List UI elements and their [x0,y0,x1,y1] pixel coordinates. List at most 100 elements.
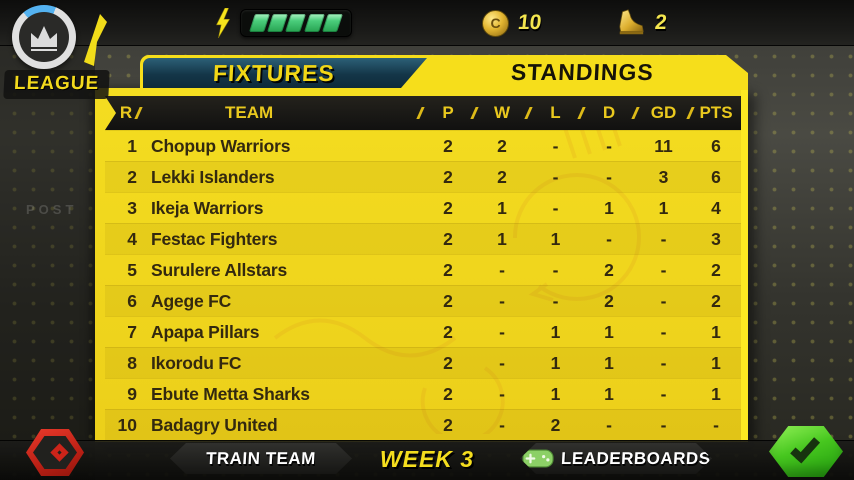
cell-wins: - [499,321,505,342]
cell-losses: - [552,135,559,156]
cell-losses: - [552,259,559,280]
cell-played: 2 [443,352,453,373]
cell-goal-diff: - [660,352,667,373]
tab-standings[interactable]: STANDINGS [450,55,714,90]
cell-losses: 1 [550,228,561,249]
cell-losses: - [552,290,559,311]
table-row: 5 Surulere Allstars 2 - - 2 - 2 [105,254,741,285]
cell-goal-diff: - [660,321,667,342]
cell-points: 2 [711,259,721,280]
cell-points: 1 [711,352,721,373]
table-row: 6 Agege FC 2 - - 2 - 2 [105,285,741,316]
back-button-inner [33,436,77,469]
cell-team-name: Chopup Warriors [151,135,291,156]
cell-draws: - [606,135,612,156]
cell-played: 2 [443,166,453,187]
cell-wins: 1 [497,228,507,249]
tab-fixtures-label: FIXTURES [212,59,336,86]
coins-value: 10 [516,11,543,34]
cell-wins: - [499,414,505,435]
cell-goal-diff: - [660,383,667,404]
cell-rank: 8 [127,352,137,373]
cell-wins: 2 [497,166,507,187]
coins-counter[interactable]: C 10 [482,0,543,46]
boot-flag-icon [84,14,107,66]
league-label: LEAGUE [13,73,100,94]
energy-meter [214,8,352,38]
cell-played: 2 [443,259,453,280]
cell-points: 6 [711,166,721,187]
leaderboards-button[interactable]: LEADERBOARDS [520,443,712,474]
cell-goal-diff: - [660,290,667,311]
cell-goal-diff: - [660,414,667,435]
cell-losses: 1 [550,352,561,373]
table-body: 1 Chopup Warriors 2 2 - - 11 6 2 Lekki I… [105,130,741,440]
train-team-button[interactable]: TRAIN TEAM [170,443,352,474]
cell-goal-diff: 11 [654,135,673,156]
cell-played: 2 [443,197,453,218]
cell-losses: - [552,197,559,218]
top-bar [0,0,854,46]
coin-icon: C [482,9,509,37]
cell-losses: 2 [550,414,561,435]
column-header-points: PTS [691,103,741,123]
cell-draws: - [606,166,612,187]
checkmark-icon [790,432,821,464]
column-header-goal-diff: GD [636,103,691,123]
cell-wins: 2 [497,135,507,156]
table-row: 2 Lekki Islanders 2 2 - - 3 6 [105,161,741,192]
column-header-draws: D [582,103,636,123]
cell-team-name: Ikeja Warriors [151,197,264,218]
cell-draws: 1 [604,321,614,342]
cell-rank: 5 [127,259,137,280]
cell-wins: - [499,259,505,280]
gamepad-icon [522,447,554,470]
cell-team-name: Ikorodu FC [151,352,242,373]
cell-points: 4 [711,197,721,218]
table-row: 10 Badagry United 2 - 2 - - - [105,409,741,440]
crown-icon [31,26,57,51]
cell-team-name: Surulere Allstars [151,259,288,280]
table-row: 9 Ebute Metta Sharks 2 - 1 1 - 1 [105,378,741,409]
column-header-losses: L [529,103,582,123]
cell-rank: 3 [127,197,137,218]
cell-draws: 2 [604,290,614,311]
boots-value: 2 [653,11,668,34]
table-row: 4 Festac Fighters 2 1 1 - - 3 [105,223,741,254]
train-team-label: TRAIN TEAM [205,448,317,468]
cell-points: - [713,414,719,435]
cell-points: 6 [711,135,721,156]
cell-wins: - [499,383,505,404]
cell-draws: 2 [604,259,614,280]
golden-boot-icon [619,9,644,35]
cell-draws: 1 [604,383,614,404]
cell-points: 3 [711,228,721,249]
cell-wins: 1 [497,197,507,218]
table-row: 1 Chopup Warriors 2 2 - - 11 6 [105,130,741,161]
week-indicator: WEEK 3 [379,446,475,472]
cell-team-name: Badagry United [151,414,278,435]
tab-bar: FIXTURES STANDINGS [140,55,748,90]
cell-goal-diff: - [660,259,667,280]
league-badge[interactable] [12,5,76,69]
boots-counter[interactable]: 2 [616,0,668,46]
cell-team-name: Lekki Islanders [151,166,275,187]
cell-losses: 1 [550,321,561,342]
cell-wins: - [499,352,505,373]
tab-standings-label: STANDINGS [509,59,655,85]
background-shade [0,46,95,480]
column-header-team: TEAM [139,103,421,123]
cell-rank: 6 [127,290,137,311]
cell-played: 2 [443,414,453,435]
cell-played: 2 [443,135,453,156]
cell-draws: - [606,228,612,249]
cell-draws: - [606,414,612,435]
league-plate: LEAGUE [3,70,110,99]
cell-goal-diff: - [660,228,667,249]
cell-rank: 7 [127,321,137,342]
lightning-bolt-icon [215,8,231,38]
badge-circle [19,12,69,62]
cell-goal-diff: 3 [658,166,669,187]
tab-fixtures[interactable]: FIXTURES [143,58,427,88]
